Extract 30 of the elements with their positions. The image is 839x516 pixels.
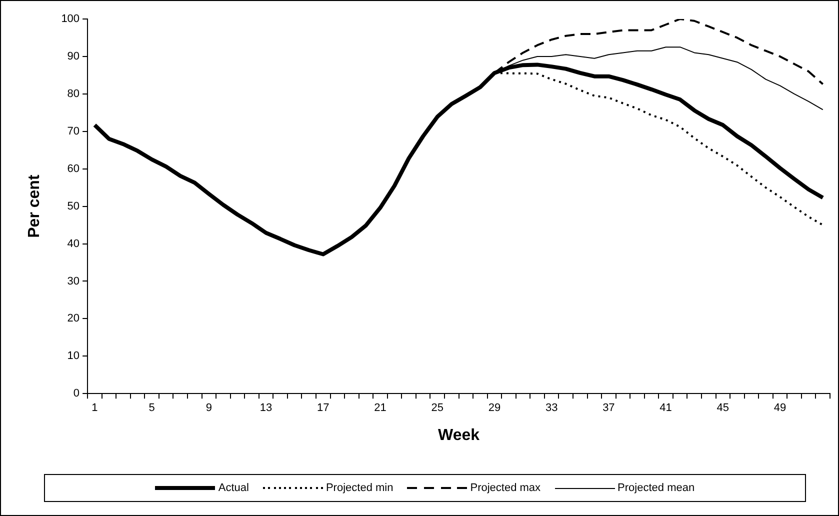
y-tick-label: 40	[67, 238, 80, 250]
x-axis-title: Week	[438, 426, 480, 444]
x-tick-label: 49	[774, 402, 786, 414]
y-tick-label: 60	[67, 162, 80, 175]
legend-label: Projected max	[470, 482, 541, 494]
x-tick-label: 45	[716, 402, 730, 414]
x-tick-label: 33	[545, 402, 558, 414]
x-tick-label: 25	[431, 402, 444, 414]
y-tick-label: 50	[67, 200, 80, 212]
y-axis-title: Per cent	[26, 174, 44, 238]
x-tick-label: 29	[488, 402, 501, 414]
x-tick-label: 1	[92, 402, 98, 414]
y-tick-label: 70	[67, 125, 80, 138]
legend-label: Projected min	[326, 482, 394, 494]
y-tick-label: 20	[67, 312, 80, 325]
x-tick-label: 13	[260, 402, 272, 414]
legend-label: Actual	[218, 482, 249, 494]
y-tick-label: 10	[67, 350, 80, 362]
x-tick-label: 9	[206, 402, 212, 414]
x-tick-label: 37	[602, 402, 615, 414]
x-tick-label: 21	[374, 402, 386, 414]
legend-label: Projected mean	[618, 482, 695, 494]
y-tick-label: 30	[67, 275, 80, 288]
x-tick-label: 41	[660, 402, 672, 414]
y-tick-label: 0	[73, 388, 80, 400]
x-tick-label: 17	[317, 402, 330, 414]
y-tick-label: 100	[61, 13, 80, 26]
y-tick-label: 90	[67, 50, 80, 62]
y-tick-label: 80	[67, 88, 80, 100]
x-tick-label: 5	[148, 402, 155, 414]
